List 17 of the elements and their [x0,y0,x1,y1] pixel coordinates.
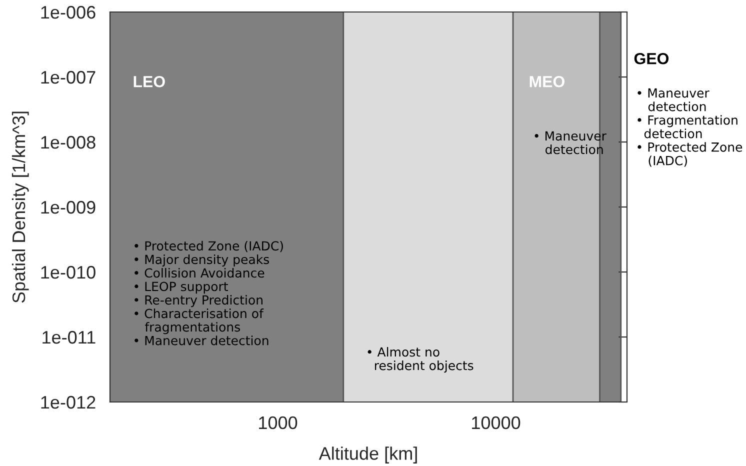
annotation: • Almost no resident objects [368,347,474,373]
y-axis-title: Spatial Density [1/km^3] [12,112,29,303]
text: • Maneuver detection • Fragmentation detection • Protected Zone (IADC) [638,88,742,167]
x-tick-label: 1000 [259,416,298,430]
y-tick-label: 1e-010 [41,266,96,279]
y-tick-label: 1e-006 [41,6,96,19]
y-tick-label: 1e-007 [41,70,96,84]
text: GEO [634,52,669,64]
x-axis-title: Altitude [km] [318,446,417,464]
y-tick-label: 1e-008 [41,136,96,149]
y-tick-label: 1e-009 [41,200,96,214]
y-tick-label: 1e-012 [41,396,96,409]
annotation: • Protected Zone (IADC) • Major density peaks • Collision Avoidance • LEOP support • Re-entry Prediction • Characterisation of fragmentations • Maneuver detection [134,240,283,346]
annotation: LEO [134,76,165,88]
x-tick-label: 10000 [472,416,520,430]
y-tick-label: 1e-011 [42,330,96,344]
annotation: MEO [530,76,564,88]
